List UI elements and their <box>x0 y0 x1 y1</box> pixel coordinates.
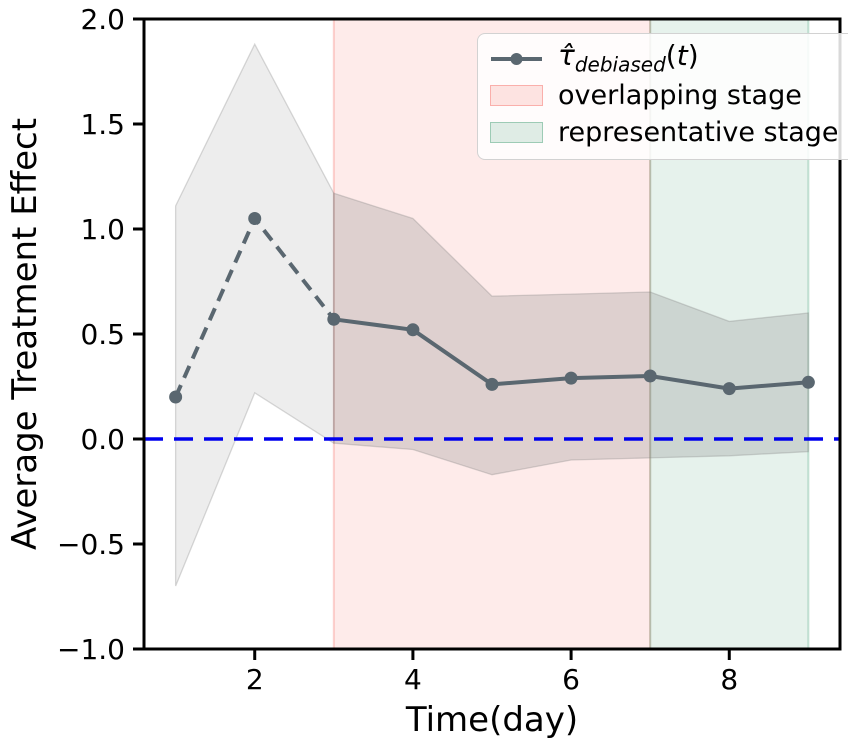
x-axis-tick-label: 2 <box>246 663 264 696</box>
x-axis-tick-label: 6 <box>562 663 580 696</box>
legend-label-overlapping: overlapping stage <box>558 80 802 111</box>
legend: τ̂debiased(t) overlapping stage represen… <box>477 33 848 160</box>
legend-line-sample <box>491 52 542 65</box>
legend-label-representative: representative stage <box>558 117 839 148</box>
y-axis-tick-label: −0.5 <box>57 528 125 561</box>
representative-stage-swatch <box>490 122 543 143</box>
legend-label-tau: τ̂debiased(t) <box>558 39 699 77</box>
x-axis-label: Time(day) <box>405 700 578 740</box>
x-axis-tick-label: 4 <box>404 663 422 696</box>
data-point-marker <box>169 390 183 404</box>
data-point-marker <box>564 371 578 385</box>
data-point-marker <box>722 382 736 396</box>
y-axis-tick-label: 0.5 <box>80 318 125 351</box>
data-point-marker <box>248 212 262 225</box>
y-axis-tick-label: 2.0 <box>80 3 125 36</box>
y-axis-tick-label: 0.0 <box>80 423 125 456</box>
data-point-marker <box>406 323 420 337</box>
y-axis-tick-label: −1.0 <box>57 633 125 666</box>
legend-item-overlapping-stage: overlapping stage <box>490 77 839 114</box>
legend-item-representative-stage: representative stage <box>490 114 839 151</box>
confidence-band-1 <box>174 42 335 587</box>
x-axis-tick-label: 8 <box>720 663 738 696</box>
confidence-band-2 <box>333 192 810 476</box>
data-point-marker <box>643 369 657 383</box>
overlapping-stage-swatch <box>490 85 543 106</box>
legend-item-tau-line: τ̂debiased(t) <box>490 40 839 77</box>
data-point-marker <box>485 377 499 391</box>
y-axis-label: Average Treatment Effect <box>5 118 45 550</box>
y-axis-tick-label: 1.5 <box>80 108 125 141</box>
y-axis-tick-label: 1.0 <box>80 213 125 246</box>
data-point-marker <box>327 312 341 326</box>
data-point-marker <box>801 375 815 389</box>
